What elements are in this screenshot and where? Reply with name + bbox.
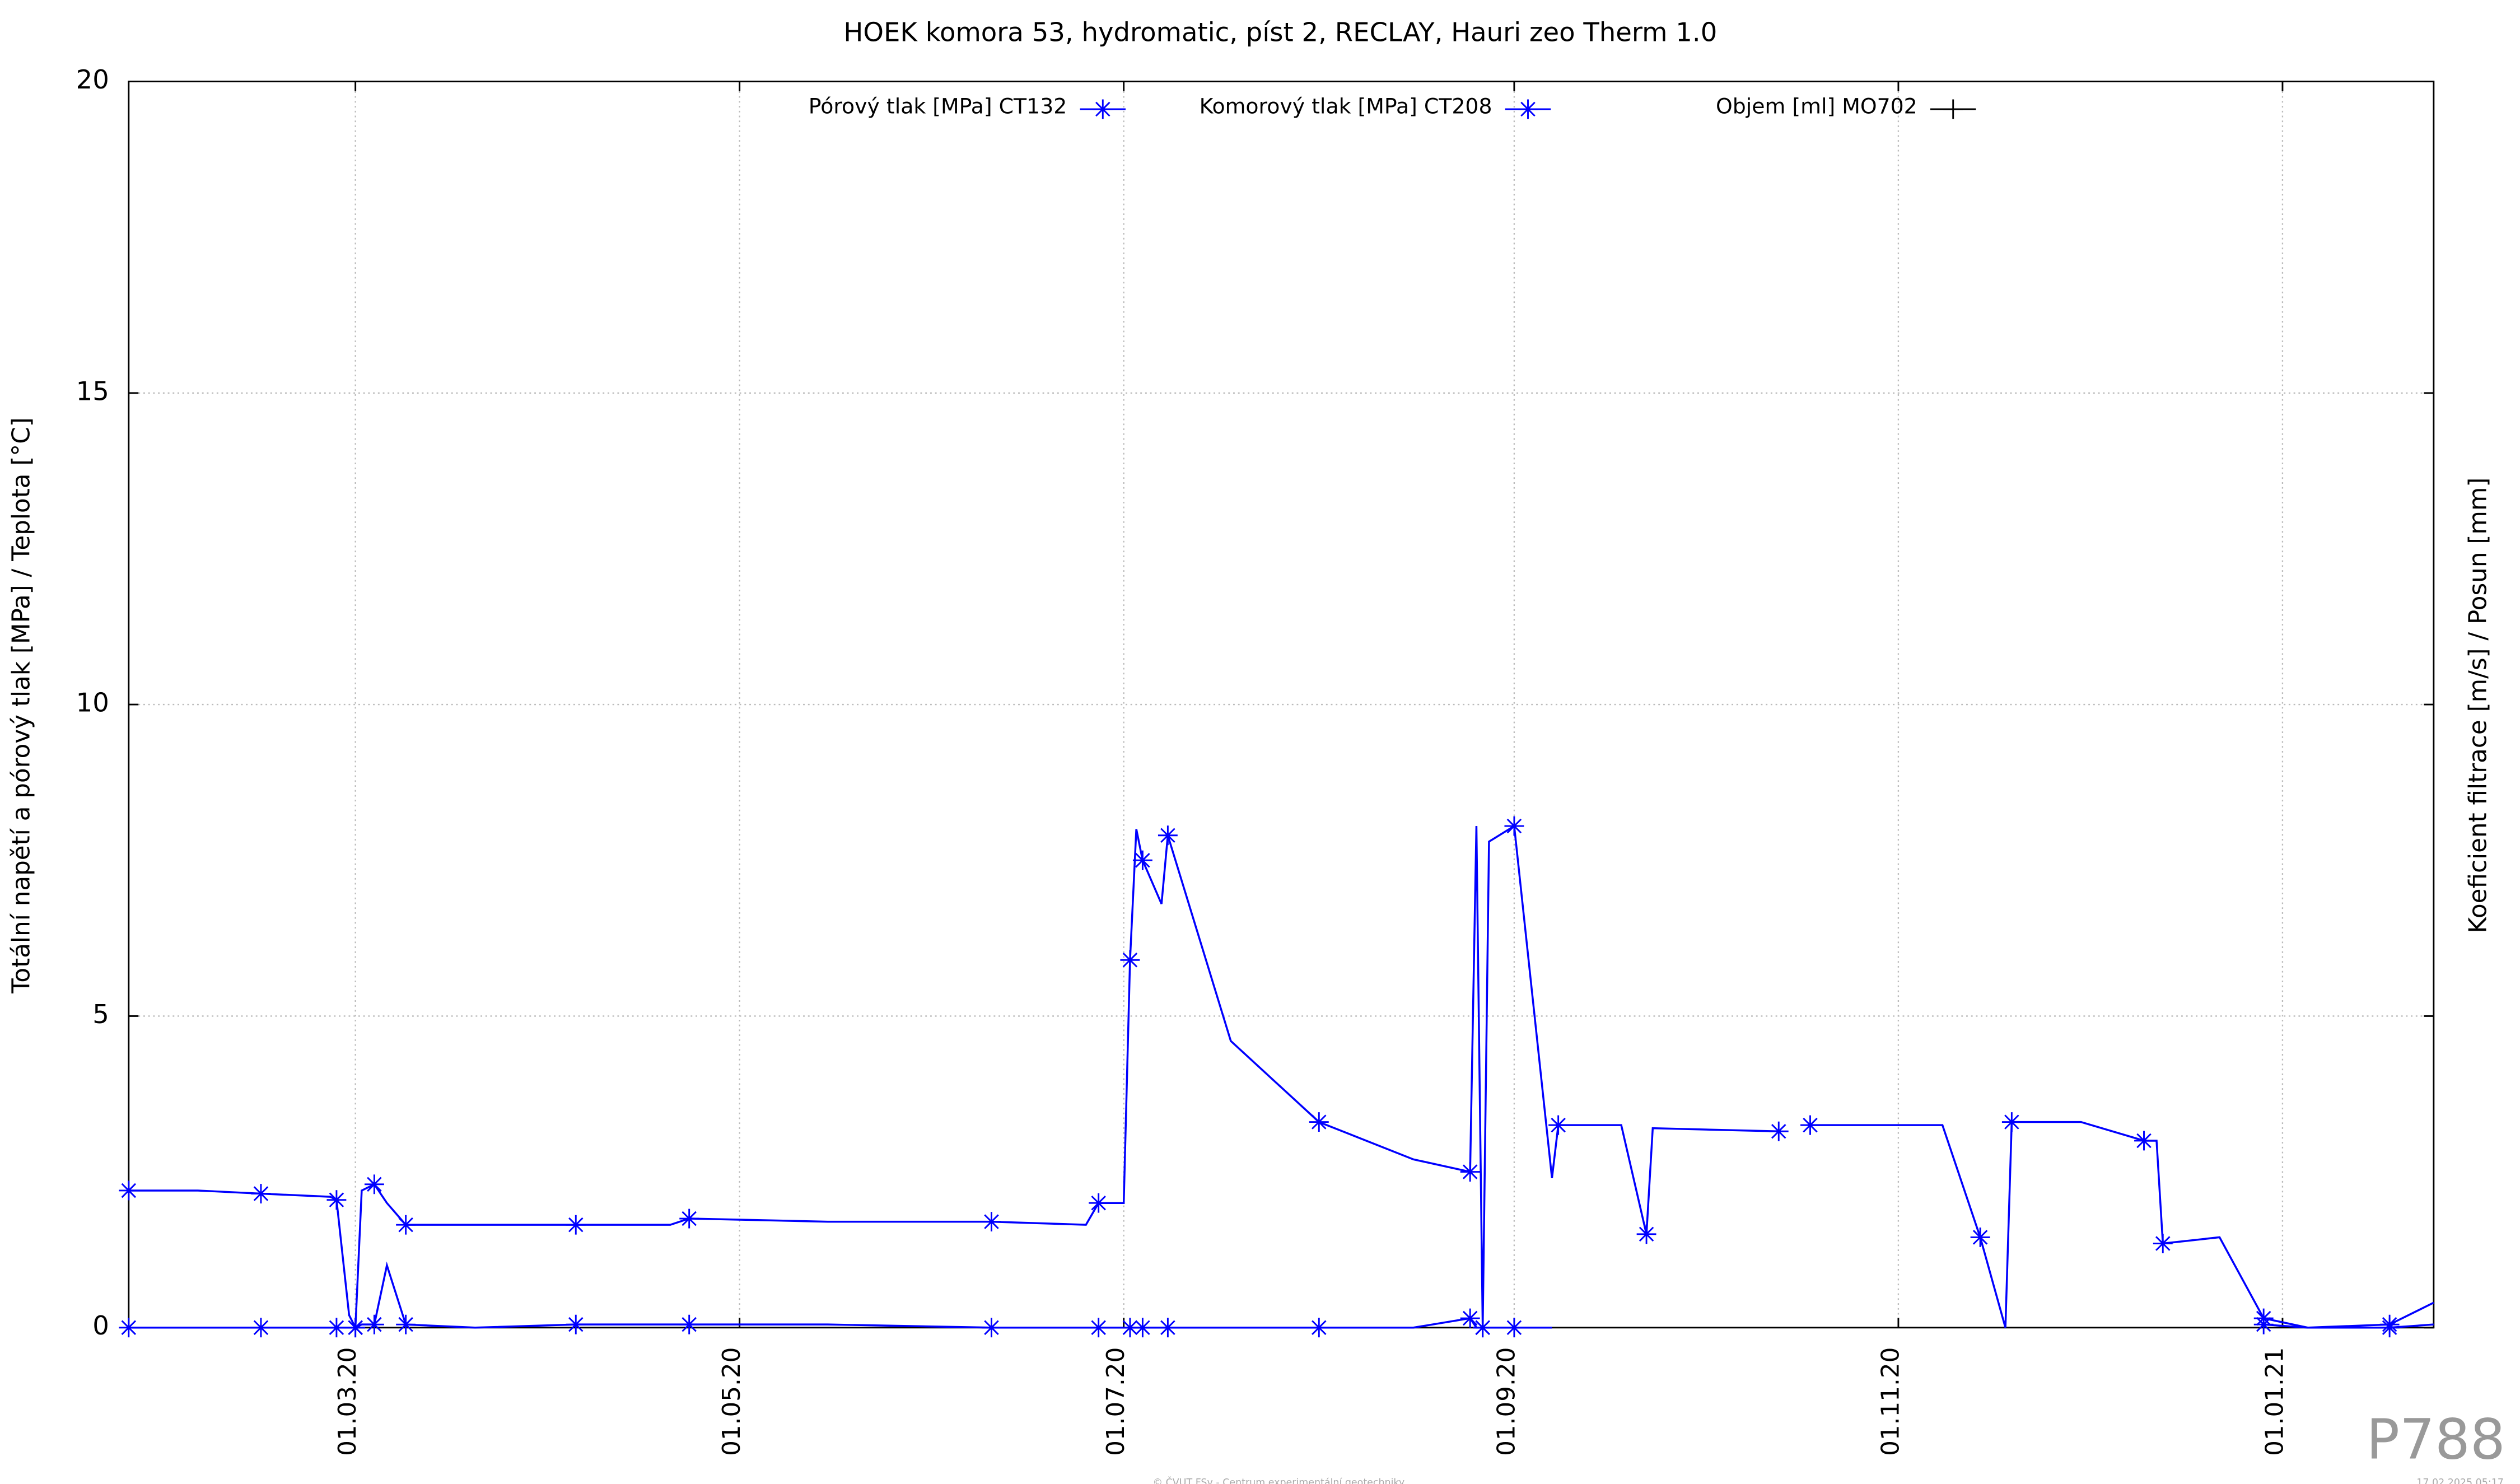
y-tick-label: 15 — [76, 376, 109, 406]
legend-marker — [1093, 99, 1113, 119]
x-tick-label: 01.01.21 — [2261, 1347, 2289, 1456]
data-point — [566, 1314, 586, 1334]
data-point — [1309, 1318, 1329, 1338]
y-tick-label: 5 — [92, 999, 109, 1029]
y-tick-label: 10 — [76, 688, 109, 718]
data-point — [982, 1318, 1001, 1338]
data-point — [2153, 1234, 2173, 1253]
data-point — [119, 1180, 139, 1201]
legend-label: Pórový tlak [MPa] CT132 — [809, 94, 1067, 119]
x-tick-label: 01.05.20 — [718, 1347, 746, 1456]
data-point — [2379, 1314, 2400, 1334]
data-point — [2134, 1131, 2154, 1151]
watermark: P788 — [2366, 1408, 2505, 1472]
data-point — [1473, 1318, 1493, 1338]
data-point — [364, 1174, 384, 1194]
legend-marker — [1943, 99, 1963, 119]
data-point — [1970, 1227, 1990, 1247]
data-point — [566, 1215, 586, 1235]
data-point — [1089, 1318, 1109, 1338]
data-point — [326, 1190, 347, 1210]
data-point — [1548, 1115, 1569, 1135]
data-point — [326, 1318, 347, 1338]
data-point — [2001, 1112, 2022, 1132]
y-tick-label: 20 — [76, 64, 109, 95]
x-tick-label: 01.09.20 — [1492, 1347, 1520, 1456]
data-point — [1460, 1162, 1480, 1182]
data-point — [346, 1318, 366, 1338]
y-axis-label: Totální napětí a pórový tlak [MPa] / Tep… — [8, 417, 36, 994]
data-point — [1120, 950, 1140, 970]
legend-marker — [1518, 99, 1538, 119]
timestamp: 17.02.2025 05:17 — [2416, 1477, 2504, 1484]
data-point — [1504, 1318, 1524, 1338]
data-point — [396, 1215, 416, 1235]
data-point — [679, 1314, 699, 1334]
data-point — [1800, 1115, 1820, 1135]
x-tick-label: 01.11.20 — [1877, 1347, 1905, 1456]
data-point — [1120, 1318, 1140, 1338]
data-point — [1132, 850, 1152, 870]
data-point — [364, 1314, 384, 1334]
y2-axis-label: Koeficient filtrace [m/s] / Posun [mm] — [2464, 478, 2492, 934]
chart-title: HOEK komora 53, hydromatic, píst 2, RECL… — [843, 17, 1717, 48]
data-point — [1089, 1193, 1109, 1213]
data-point — [2253, 1308, 2274, 1328]
data-point — [1504, 816, 1524, 836]
data-point — [679, 1208, 699, 1229]
data-point — [119, 1318, 139, 1338]
x-tick-label: 01.07.20 — [1102, 1347, 1130, 1456]
data-point — [1132, 1318, 1152, 1338]
legend-label: Objem [ml] MO702 — [1716, 94, 1917, 119]
legend-label: Komorový tlak [MPa] CT208 — [1200, 94, 1492, 119]
data-point — [251, 1184, 271, 1203]
x-tick-label: 01.03.20 — [334, 1347, 362, 1456]
data-point — [1460, 1308, 1480, 1328]
data-point — [982, 1212, 1001, 1232]
data-point — [1309, 1112, 1329, 1132]
data-point — [396, 1314, 416, 1334]
y-tick-label: 0 — [92, 1310, 109, 1341]
data-point — [1158, 825, 1178, 846]
data-point — [1768, 1121, 1789, 1141]
data-point — [1636, 1224, 1656, 1244]
data-point — [1158, 1318, 1178, 1338]
footer: © ČVUT FSv - Centrum experimentální geot… — [1153, 1476, 1405, 1484]
data-point — [251, 1318, 271, 1338]
